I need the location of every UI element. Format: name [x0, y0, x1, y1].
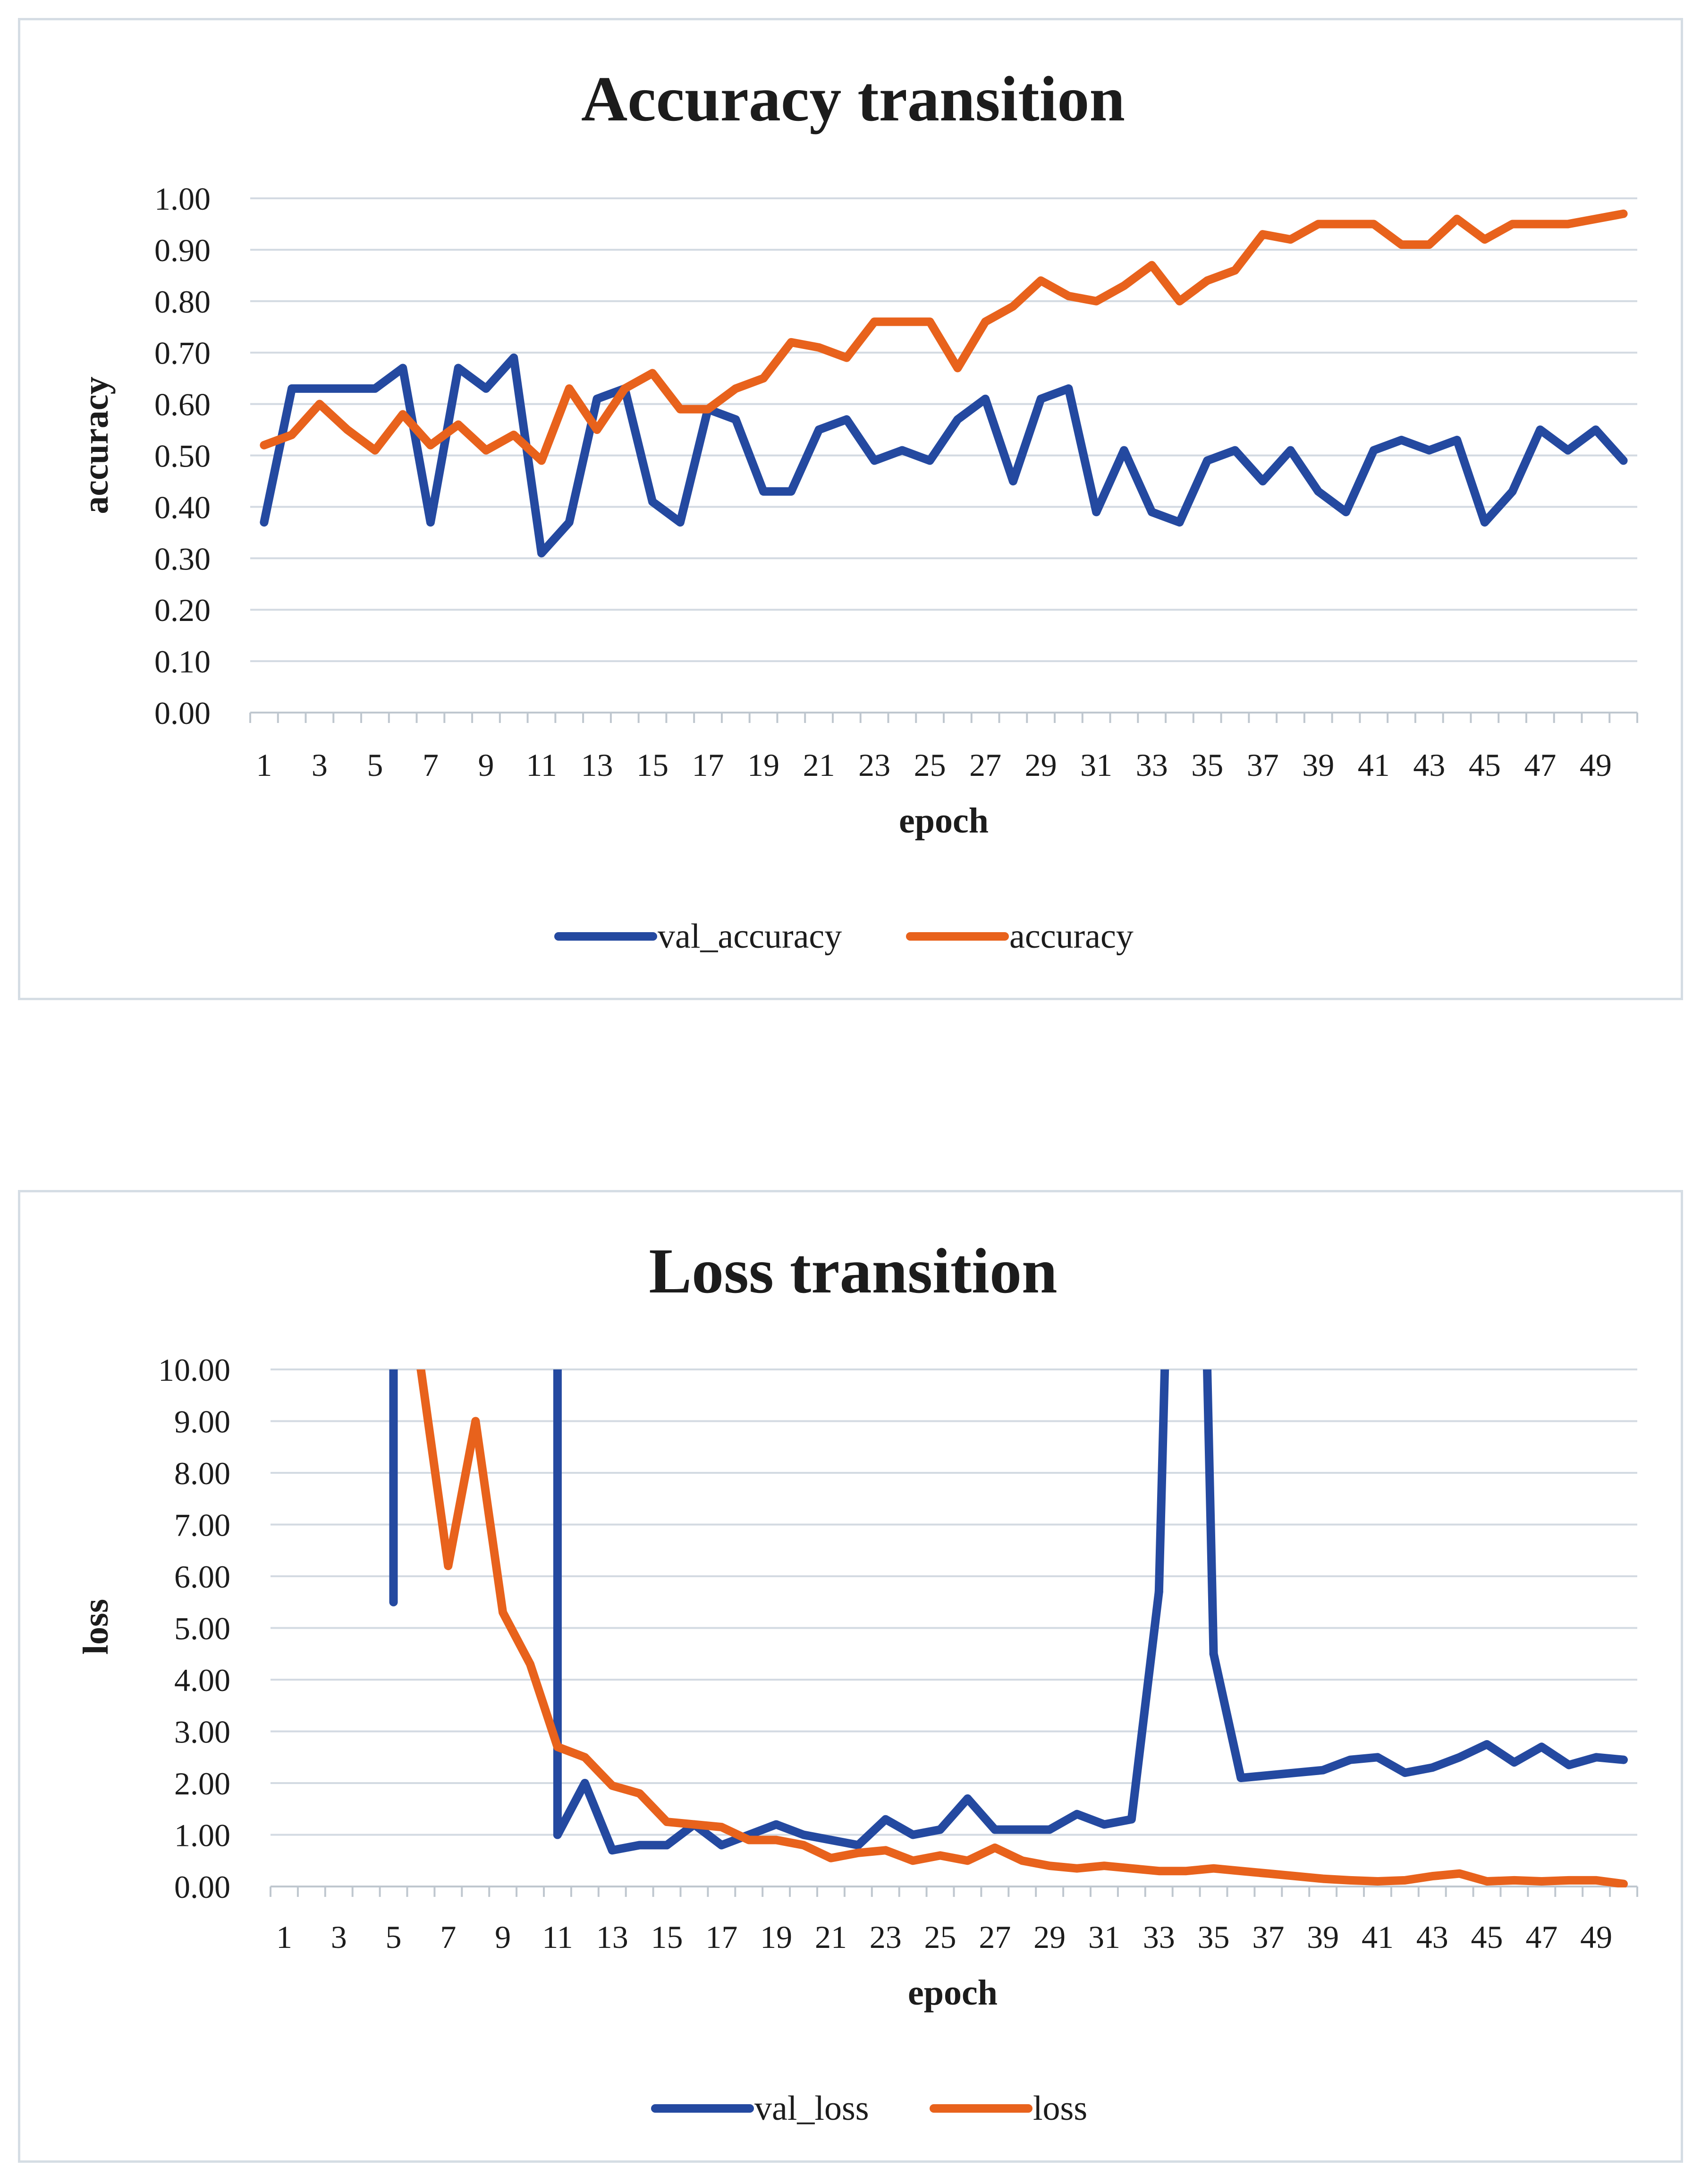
- loss-y-tick-label: 3.00: [174, 1714, 230, 1750]
- loss-series-loss-line: [416, 1369, 1628, 1887]
- loss-x-tick-label: 5: [386, 1919, 402, 1955]
- accuracy-x-tick-label: 25: [914, 747, 946, 783]
- loss-x-tick-label: 47: [1525, 1919, 1557, 1955]
- accuracy-x-tick-label: 23: [858, 747, 890, 783]
- loss-y-tick-label: 2.00: [174, 1766, 230, 1802]
- loss-series-val-loss-line: [553, 1587, 1163, 1855]
- accuracy-x-tick-label: 49: [1580, 747, 1612, 783]
- accuracy-x-tick-label: 33: [1136, 747, 1168, 783]
- accuracy-x-tick-label: 1: [256, 747, 272, 783]
- accuracy-x-tick-label: 31: [1080, 747, 1112, 783]
- accuracy-series-val-accuracy-line: [260, 353, 1628, 558]
- loss-chart: Loss transition 0.00 1.00 2.00 3.00 4.00 5.00 6…: [76, 1236, 1638, 2128]
- accuracy-x-tick-label: 45: [1469, 747, 1501, 783]
- loss-x-tick-label: 45: [1471, 1919, 1503, 1955]
- accuracy-x-tick-label: 27: [969, 747, 1001, 783]
- loss-x-tick-label: 9: [495, 1919, 511, 1955]
- accuracy-x-tick-label: 15: [636, 747, 669, 783]
- loss-y-tick-label: 5.00: [174, 1611, 230, 1647]
- loss-x-tick-label: 21: [815, 1919, 847, 1955]
- accuracy-y-tick-label: 0.00: [154, 695, 211, 731]
- loss-x-tick-label: 7: [440, 1919, 456, 1955]
- loss-y-tick-label: 6.00: [174, 1559, 230, 1595]
- accuracy-x-tick-label: 5: [367, 747, 383, 783]
- loss-x-tick-label: 41: [1362, 1919, 1394, 1955]
- loss-legend-label-loss: loss: [1033, 2089, 1087, 2128]
- loss-series-loss-offscale-segment: [416, 1369, 425, 1374]
- accuracy-y-tick-label: 0.40: [154, 489, 211, 525]
- loss-x-tick-label: 31: [1088, 1919, 1120, 1955]
- accuracy-x-tick-label: 35: [1191, 747, 1223, 783]
- loss-y-tick-label: 4.00: [174, 1662, 230, 1698]
- loss-series-val-loss-offscale-segment: [1154, 1369, 1169, 1596]
- accuracy-y-tick-label: 0.80: [154, 284, 211, 320]
- loss-y-tick-label: 9.00: [174, 1404, 230, 1440]
- loss-x-tick-label: 29: [1033, 1919, 1066, 1955]
- accuracy-x-tick-label: 29: [1025, 747, 1057, 783]
- accuracy-x-tick-label: 21: [803, 747, 835, 783]
- accuracy-x-tick-label: 17: [692, 747, 724, 783]
- accuracy-y-tick-label: 0.90: [154, 232, 211, 268]
- loss-x-tick-label: 17: [705, 1919, 737, 1955]
- loss-x-tick-label: 37: [1252, 1919, 1284, 1955]
- accuracy-x-tick-label: 3: [312, 747, 328, 783]
- loss-x-tick-label: 3: [331, 1919, 347, 1955]
- accuracy-x-tick-label: 41: [1358, 747, 1390, 783]
- loss-x-tick-label: 49: [1580, 1919, 1612, 1955]
- accuracy-y-tick-label: 0.30: [154, 541, 211, 577]
- accuracy-y-tick-label: 0.10: [154, 644, 211, 680]
- accuracy-x-tick-label: 19: [747, 747, 779, 783]
- accuracy-chart: Accuracy transition 0.00 0.10 0.20 0.30 0.40 0…: [76, 64, 1638, 956]
- loss-series-val-loss-offscale-segment: [1203, 1369, 1218, 1658]
- loss-x-tick-label: 15: [651, 1919, 683, 1955]
- accuracy-y-tick-label: 0.50: [154, 438, 211, 474]
- accuracy-x-tick-label: 13: [581, 747, 613, 783]
- loss-y-tick-label: 0.00: [174, 1869, 230, 1905]
- loss-y-tick-label: 7.00: [174, 1507, 230, 1543]
- accuracy-y-tick-label: 1.00: [154, 181, 211, 217]
- loss-chart-title: Loss transition: [649, 1236, 1057, 1307]
- accuracy-x-tick-label: 9: [478, 747, 494, 783]
- loss-x-tick-label: 33: [1143, 1919, 1175, 1955]
- accuracy-legend-label-val-accuracy: val_accuracy: [658, 917, 842, 956]
- accuracy-x-tick-label: 37: [1247, 747, 1279, 783]
- loss-x-tick-label: 27: [979, 1919, 1011, 1955]
- loss-y-tick-label: 10.00: [158, 1352, 230, 1388]
- accuracy-x-tick-label: 39: [1302, 747, 1334, 783]
- loss-x-tick-label: 1: [276, 1919, 292, 1955]
- loss-x-tick-label: 11: [542, 1919, 573, 1955]
- loss-x-axis-title: epoch: [908, 1973, 998, 2013]
- loss-x-tick-label: 35: [1198, 1919, 1230, 1955]
- accuracy-y-axis-title: accuracy: [76, 376, 116, 514]
- accuracy-series-accuracy-line: [260, 209, 1628, 465]
- loss-x-tick-label: 25: [924, 1919, 956, 1955]
- accuracy-y-tick-label: 0.20: [154, 592, 211, 628]
- loss-y-tick-label: 8.00: [174, 1455, 230, 1491]
- loss-series-val-loss-line: [1209, 1649, 1628, 1782]
- loss-legend-label-val-loss: val_loss: [754, 2089, 869, 2128]
- accuracy-chart-panel: Accuracy transition 0.00 0.10 0.20 0.30 0.40 0…: [18, 18, 1683, 1000]
- loss-chart-panel: Loss transition 0.00 1.00 2.00 3.00 4.00 5.00 6…: [18, 1190, 1683, 2163]
- accuracy-chart-title: Accuracy transition: [581, 64, 1125, 135]
- accuracy-y-tick-label: 0.60: [154, 387, 211, 423]
- loss-y-axis-title: loss: [76, 1599, 116, 1655]
- loss-y-tick-label: 1.00: [174, 1818, 230, 1853]
- loss-x-tick-label: 43: [1416, 1919, 1448, 1955]
- accuracy-x-tick-label: 7: [423, 747, 439, 783]
- accuracy-legend-label-accuracy: accuracy: [1009, 917, 1134, 956]
- accuracy-x-axis-title: epoch: [899, 801, 989, 841]
- loss-x-tick-label: 19: [760, 1919, 792, 1955]
- accuracy-y-tick-label: 0.70: [154, 335, 211, 371]
- loss-x-tick-label: 13: [596, 1919, 628, 1955]
- accuracy-x-tick-label: 47: [1524, 747, 1556, 783]
- loss-x-tick-label: 39: [1307, 1919, 1339, 1955]
- accuracy-x-tick-label: 43: [1413, 747, 1445, 783]
- accuracy-x-tick-label: 11: [526, 747, 557, 783]
- loss-x-tick-label: 23: [870, 1919, 902, 1955]
